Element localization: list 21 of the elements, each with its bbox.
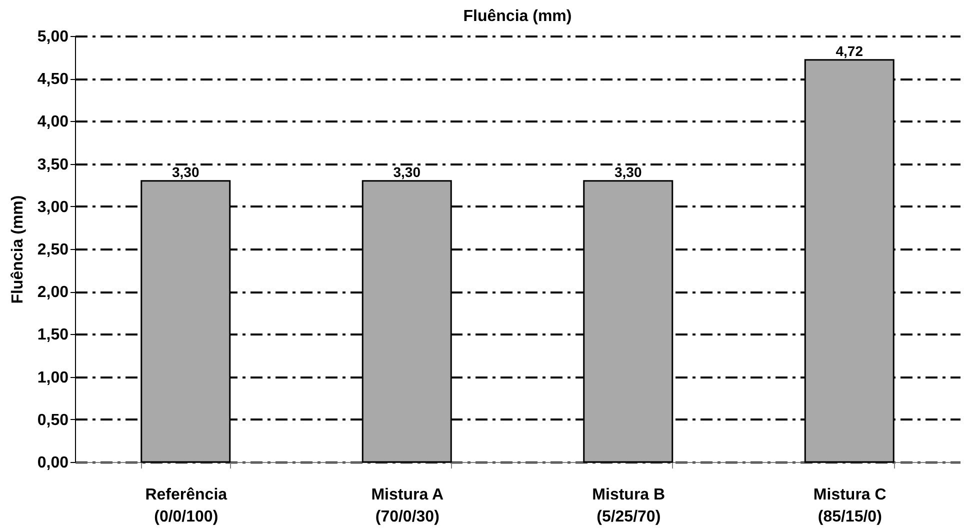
data-label: 3,30 <box>172 164 200 180</box>
y-tick-label: 4,00 <box>37 114 69 131</box>
y-tick-label: 2,50 <box>37 242 69 258</box>
x-tick-label: Referência (0/0/100) <box>145 486 228 526</box>
y-axis-title: Fluência (mm) <box>9 195 26 304</box>
data-label: 3,30 <box>393 164 421 180</box>
chart-title: Fluência (mm) <box>463 8 572 25</box>
y-tick-label: 1,00 <box>37 369 69 386</box>
x-tick-label: Mistura A (70/0/30) <box>371 486 444 526</box>
y-tick-label: 2,00 <box>37 284 69 302</box>
y-tick-label: 4,50 <box>37 71 69 88</box>
y-tick-label: 5,00 <box>37 28 69 46</box>
y-tick-label: 1,50 <box>37 326 69 344</box>
x-tick-label: Mistura B (5/25/70) <box>592 486 666 526</box>
x-tick-label: Mistura C (85/15/0) <box>813 486 887 526</box>
y-tick-label: 3,50 <box>37 156 69 174</box>
y-tick-label: 3,00 <box>37 198 69 216</box>
y-tick-label: 0,00 <box>37 454 69 472</box>
data-label: 4,72 <box>836 42 864 59</box>
y-tick-label: 0,50 <box>37 412 69 429</box>
data-label: 3,30 <box>614 164 642 180</box>
